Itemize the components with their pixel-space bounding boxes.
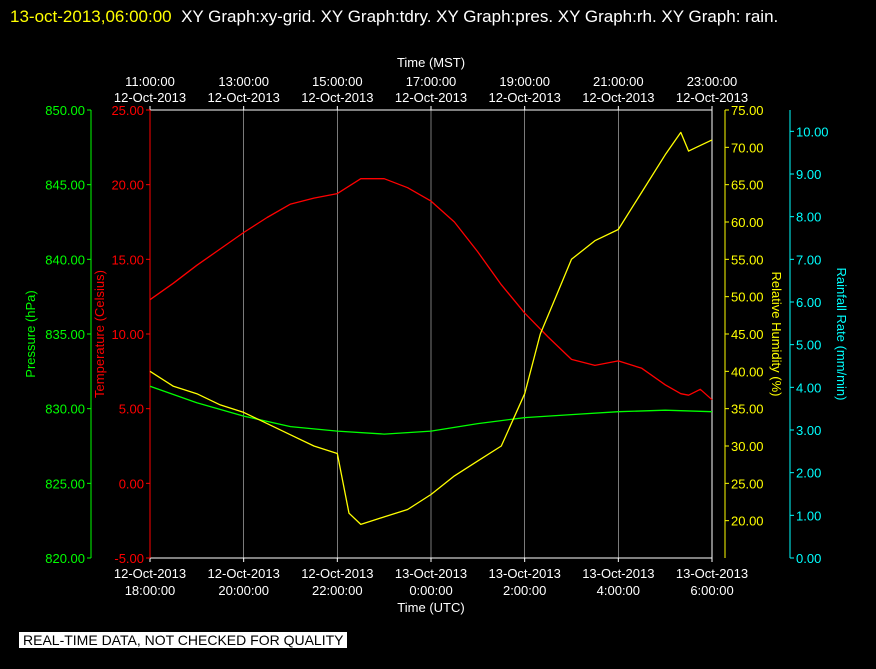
bottom-tick-date: 12-Oct-2013 (208, 566, 280, 581)
bottom-tick-time: 20:00:00 (218, 583, 269, 598)
bottom-tick-date: 12-Oct-2013 (301, 566, 373, 581)
humidity-axis: 20.00 25.00 30.00 35.00 40.00 45.00 50.00 55.00… (724, 103, 784, 558)
timestamp: 13-oct-2013,06:00:00 (10, 7, 172, 26)
top-tick-time: 13:00:00 (218, 74, 269, 89)
humidity-axis-tick-label: 20.00 (731, 514, 764, 529)
rain-axis-tick-label: 3.00 (796, 423, 821, 438)
bottom-tick-time: 22:00:00 (312, 583, 363, 598)
humidity-axis-tick-label: 30.00 (731, 439, 764, 454)
rain-axis-tick-label: 4.00 (796, 380, 821, 395)
pressure-axis-label: Pressure (hPa) (23, 290, 38, 377)
top-tick-date: 12-Oct-2013 (395, 90, 467, 105)
humidity-axis-tick-label: 60.00 (731, 215, 764, 230)
humidity-axis-label: Relative Humidity (%) (769, 272, 784, 397)
bottom-axis-label: Time (UTC) (397, 600, 464, 615)
bottom-tick-time: 2:00:00 (503, 583, 546, 598)
temperature-axis-tick-label: 5.00 (119, 402, 144, 417)
temperature-axis-label: Temperature (Celsius) (92, 270, 107, 398)
humidity-axis-tick-label: 25.00 (731, 476, 764, 491)
rain-axis-tick-label: 2.00 (796, 466, 821, 481)
quality-notice: REAL-TIME DATA, NOT CHECKED FOR QUALITY (19, 632, 348, 648)
top-tick-date: 12-Oct-2013 (582, 90, 654, 105)
rain-axis-tick-label: 0.00 (796, 551, 821, 566)
top-tick-time: 21:00:00 (593, 74, 644, 89)
rain-axis-tick-label: 5.00 (796, 338, 821, 353)
rain-axis-tick-label: 10.00 (796, 124, 829, 139)
pressure-axis-tick-label: 820.00 (45, 551, 85, 566)
humidity-axis-tick-label: 65.00 (731, 178, 764, 193)
rain-axis-tick-label: 1.00 (796, 508, 821, 523)
rain-axis-label: Rainfall Rate (mm/min) (834, 268, 849, 401)
pressure-line (149, 385, 713, 435)
top-tick-date: 12-Oct-2013 (301, 90, 373, 105)
bottom-tick-time: 6:00:00 (690, 583, 733, 598)
temperature-axis-tick-label: -5.00 (114, 551, 144, 566)
bottom-time-axis: 12-Oct-2013 18:00:00 12-Oct-2013 20:00:00 12… (114, 558, 748, 615)
chart-title: 13-oct-2013,06:00:00 XY Graph:xy-grid. X… (10, 4, 866, 29)
top-tick-date: 12-Oct-2013 (489, 90, 561, 105)
bottom-tick-date: 13-Oct-2013 (395, 566, 467, 581)
temperature-line (149, 178, 713, 401)
pressure-axis-tick-label: 835.00 (45, 327, 85, 342)
rain-axis-tick-label: 9.00 (796, 167, 821, 182)
pressure-axis-tick-label: 830.00 (45, 402, 85, 417)
top-tick-time: 11:00:00 (125, 74, 175, 89)
top-tick-date: 12-Oct-2013 (676, 90, 748, 105)
pressure-axis-tick-label: 840.00 (45, 252, 85, 267)
humidity-axis-tick-label: 55.00 (731, 252, 764, 267)
temperature-axis-tick-label: 15.00 (111, 252, 144, 267)
rain-axis-tick-label: 8.00 (796, 210, 821, 225)
bottom-tick-date: 13-Oct-2013 (582, 566, 654, 581)
humidity-axis-tick-label: 70.00 (731, 140, 764, 155)
temperature-axis-tick-label: 25.00 (111, 103, 144, 118)
top-axis-label: Time (MST) (397, 55, 465, 70)
top-time-axis: Time (MST)11:00:0012-Oct-201313:00:0012-… (114, 55, 748, 110)
top-tick-time: 15:00:00 (312, 74, 363, 89)
bottom-tick-date: 13-Oct-2013 (676, 566, 748, 581)
bottom-tick-time: 18:00:00 (125, 583, 176, 598)
temperature-axis: -5.00 0.00 5.00 10.00 15.00 20.00 25.00 Tempera… (92, 103, 151, 566)
pressure-axis-tick-label: 845.00 (45, 178, 85, 193)
top-tick-time: 19:00:00 (499, 74, 550, 89)
temperature-axis-tick-label: 10.00 (111, 327, 144, 342)
pressure-axis-tick-label: 850.00 (45, 103, 85, 118)
rain-axis-tick-label: 7.00 (796, 252, 821, 267)
pressure-axis-tick-label: 825.00 (45, 476, 85, 491)
graph-list: XY Graph:xy-grid. XY Graph:tdry. XY Grap… (181, 7, 779, 26)
top-tick-time: 23:00:00 (687, 74, 738, 89)
top-tick-date: 12-Oct-2013 (208, 90, 280, 105)
rain-axis: 0.00 1.00 2.00 3.00 4.00 5.00 6.00 7.00 8.00 9.00… (789, 110, 849, 566)
rain-axis-tick-label: 6.00 (796, 295, 821, 310)
bottom-tick-time: 0:00:00 (409, 583, 452, 598)
temperature-axis-tick-label: 20.00 (111, 178, 144, 193)
series-lines (149, 131, 713, 526)
humidity-axis-tick-label: 50.00 (731, 290, 764, 305)
humidity-line (149, 131, 713, 526)
humidity-axis-tick-label: 35.00 (731, 402, 764, 417)
top-tick-time: 17:00:00 (406, 74, 457, 89)
grid-lines (243, 110, 619, 558)
top-tick-date: 12-Oct-2013 (114, 90, 186, 105)
bottom-tick-date: 13-Oct-2013 (489, 566, 561, 581)
humidity-axis-tick-label: 40.00 (731, 364, 764, 379)
humidity-axis-tick-label: 75.00 (731, 103, 764, 118)
pressure-axis: 820.00 825.00 830.00 835.00 840.00 845.00 850.… (23, 103, 92, 566)
bottom-tick-time: 4:00:00 (597, 583, 640, 598)
bottom-tick-date: 12-Oct-2013 (114, 566, 186, 581)
temperature-axis-tick-label: 0.00 (119, 476, 144, 491)
humidity-axis-tick-label: 45.00 (731, 327, 764, 342)
